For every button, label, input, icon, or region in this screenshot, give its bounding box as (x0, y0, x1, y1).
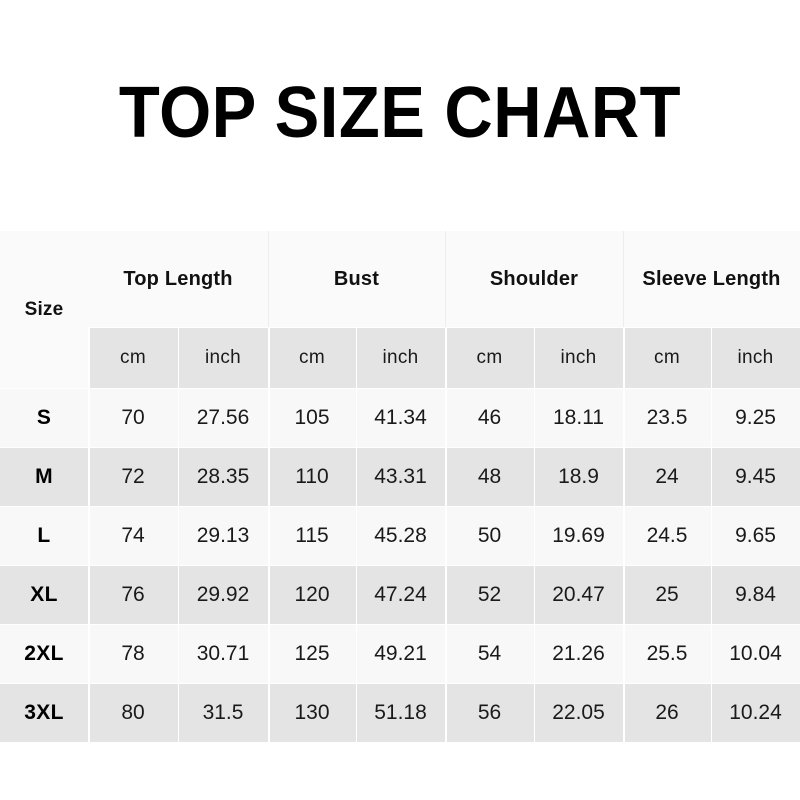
cell-top-length-cm: 76 (88, 565, 178, 624)
cell-sleeve-cm: 25 (623, 565, 711, 624)
cell-size: S (0, 388, 88, 447)
page-title: TOP SIZE CHART (118, 73, 682, 153)
cell-top-length-inch: 28.35 (178, 447, 268, 506)
cell-sleeve-inch: 9.65 (711, 506, 800, 565)
unit-header-top-length-cm: cm (88, 327, 178, 388)
cell-top-length-inch: 29.13 (178, 506, 268, 565)
cell-shoulder-inch: 19.69 (534, 506, 623, 565)
cell-sleeve-inch: 9.45 (711, 447, 800, 506)
cell-size: XL (0, 565, 88, 624)
cell-sleeve-cm: 24.5 (623, 506, 711, 565)
cell-top-length-inch: 31.5 (178, 683, 268, 742)
cell-shoulder-cm: 46 (445, 388, 534, 447)
table-body: S 70 27.56 105 41.34 46 18.11 23.5 9.25 … (0, 388, 800, 742)
cell-shoulder-inch: 21.26 (534, 624, 623, 683)
unit-header-sleeve-cm: cm (623, 327, 711, 388)
cell-bust-cm: 120 (268, 565, 356, 624)
column-header-size: Size (0, 231, 88, 388)
table-header: Size Top Length Bust Shoulder Sleeve Len… (0, 231, 800, 388)
size-chart-table: Size Top Length Bust Shoulder Sleeve Len… (0, 231, 800, 742)
cell-size: 2XL (0, 624, 88, 683)
cell-size: L (0, 506, 88, 565)
cell-shoulder-cm: 56 (445, 683, 534, 742)
cell-sleeve-cm: 23.5 (623, 388, 711, 447)
table-row: S 70 27.56 105 41.34 46 18.11 23.5 9.25 (0, 388, 800, 447)
cell-shoulder-cm: 48 (445, 447, 534, 506)
cell-bust-inch: 47.24 (356, 565, 445, 624)
column-header-shoulder: Shoulder (445, 231, 623, 327)
cell-shoulder-cm: 54 (445, 624, 534, 683)
cell-bust-inch: 41.34 (356, 388, 445, 447)
cell-top-length-cm: 70 (88, 388, 178, 447)
cell-size: M (0, 447, 88, 506)
header-unit-row: cm inch cm inch cm inch cm inch (0, 327, 800, 388)
unit-header-shoulder-inch: inch (534, 327, 623, 388)
cell-bust-inch: 49.21 (356, 624, 445, 683)
unit-header-bust-cm: cm (268, 327, 356, 388)
table-row: XL 76 29.92 120 47.24 52 20.47 25 9.84 (0, 565, 800, 624)
header-group-row: Size Top Length Bust Shoulder Sleeve Len… (0, 231, 800, 388)
cell-sleeve-inch: 9.84 (711, 565, 800, 624)
cell-bust-inch: 51.18 (356, 683, 445, 742)
cell-shoulder-inch: 18.9 (534, 447, 623, 506)
unit-header-sleeve-inch: inch (711, 327, 800, 388)
cell-sleeve-cm: 25.5 (623, 624, 711, 683)
cell-sleeve-cm: 26 (623, 683, 711, 742)
cell-top-length-inch: 30.71 (178, 624, 268, 683)
cell-top-length-cm: 80 (88, 683, 178, 742)
cell-bust-cm: 110 (268, 447, 356, 506)
cell-sleeve-inch: 9.25 (711, 388, 800, 447)
table-row: M 72 28.35 110 43.31 48 18.9 24 9.45 (0, 447, 800, 506)
column-header-sleeve-length: Sleeve Length (623, 231, 800, 327)
cell-bust-cm: 130 (268, 683, 356, 742)
cell-sleeve-inch: 10.04 (711, 624, 800, 683)
cell-shoulder-cm: 50 (445, 506, 534, 565)
column-header-bust: Bust (268, 231, 445, 327)
unit-header-top-length-inch: inch (178, 327, 268, 388)
cell-bust-inch: 45.28 (356, 506, 445, 565)
cell-shoulder-cm: 52 (445, 565, 534, 624)
table-row: 3XL 80 31.5 130 51.18 56 22.05 26 10.24 (0, 683, 800, 742)
cell-sleeve-inch: 10.24 (711, 683, 800, 742)
cell-bust-cm: 125 (268, 624, 356, 683)
unit-header-bust-inch: inch (356, 327, 445, 388)
column-header-top-length: Top Length (88, 231, 268, 327)
cell-bust-inch: 43.31 (356, 447, 445, 506)
cell-sleeve-cm: 24 (623, 447, 711, 506)
cell-top-length-cm: 78 (88, 624, 178, 683)
cell-shoulder-inch: 22.05 (534, 683, 623, 742)
cell-size: 3XL (0, 683, 88, 742)
cell-shoulder-inch: 20.47 (534, 565, 623, 624)
cell-top-length-inch: 27.56 (178, 388, 268, 447)
cell-top-length-cm: 72 (88, 447, 178, 506)
table-row: 2XL 78 30.71 125 49.21 54 21.26 25.5 10.… (0, 624, 800, 683)
cell-bust-cm: 105 (268, 388, 356, 447)
cell-shoulder-inch: 18.11 (534, 388, 623, 447)
cell-top-length-cm: 74 (88, 506, 178, 565)
cell-bust-cm: 115 (268, 506, 356, 565)
cell-top-length-inch: 29.92 (178, 565, 268, 624)
unit-header-shoulder-cm: cm (445, 327, 534, 388)
table-row: L 74 29.13 115 45.28 50 19.69 24.5 9.65 (0, 506, 800, 565)
